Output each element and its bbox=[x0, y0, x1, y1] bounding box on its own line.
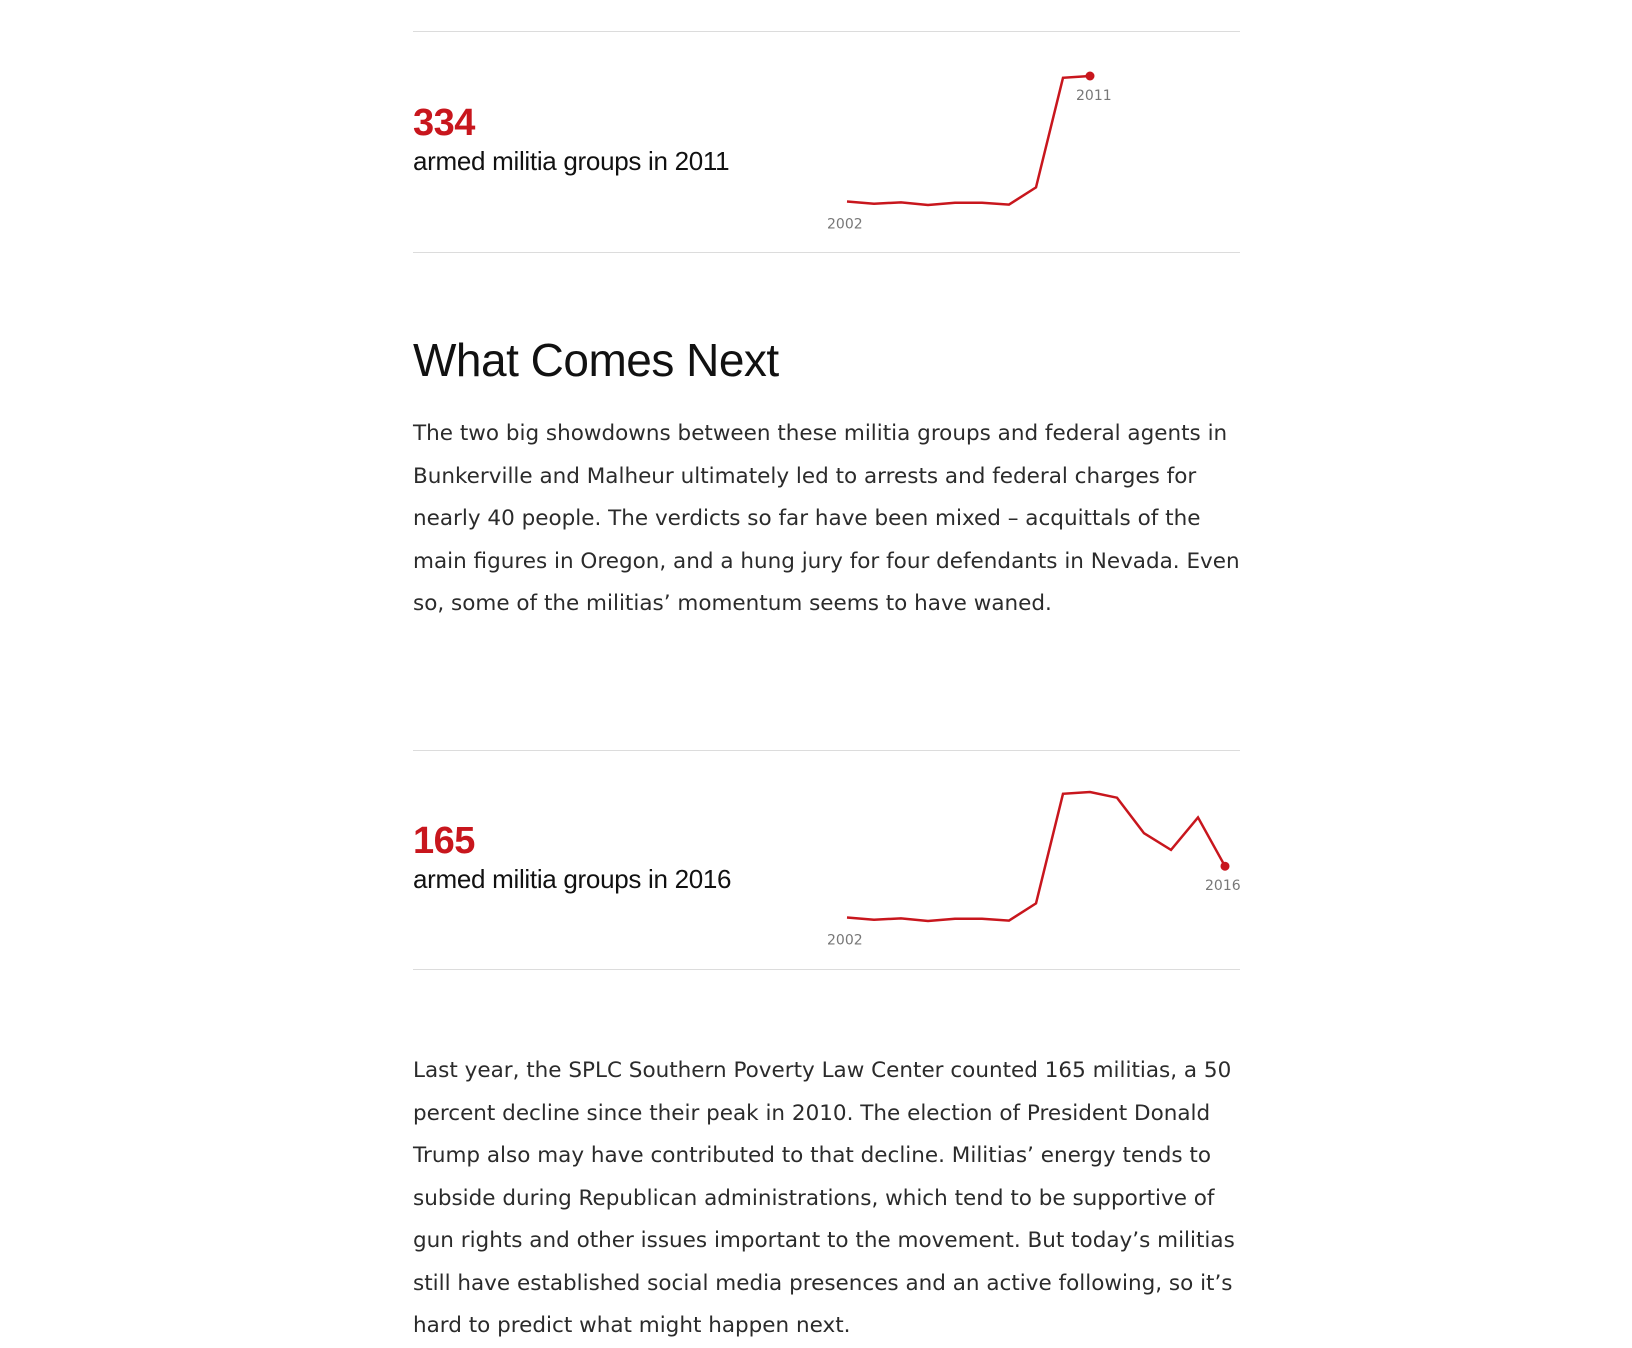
stat-number: 165 bbox=[413, 820, 475, 862]
sparkline-start-label: 2002 bbox=[827, 216, 863, 232]
sparkline-end-label: 2011 bbox=[1076, 88, 1112, 104]
stat-number: 334 bbox=[413, 102, 475, 144]
sparkline-line bbox=[846, 74, 1091, 207]
sparkline-line bbox=[846, 790, 1227, 923]
sparkline-start-label: 2002 bbox=[827, 932, 863, 948]
divider bbox=[413, 750, 1240, 751]
section-heading: What Comes Next bbox=[413, 334, 779, 386]
divider bbox=[413, 252, 1240, 253]
stat-caption: armed militia groups in 2016 bbox=[413, 864, 732, 894]
sparkline-endpoint bbox=[1085, 71, 1095, 81]
body-paragraph: The two big showdowns between these mili… bbox=[413, 421, 1240, 616]
sparkline-chart: 2002 2011 bbox=[827, 71, 1112, 232]
divider bbox=[413, 969, 1240, 970]
sparkline-end-label: 2016 bbox=[1205, 878, 1241, 894]
divider bbox=[413, 31, 1240, 32]
stat-caption: armed militia groups in 2011 bbox=[413, 146, 730, 176]
sparkline-chart: 2002 2016 bbox=[827, 790, 1241, 948]
sparkline-endpoint bbox=[1220, 861, 1230, 871]
body-paragraph: Last year, the SPLC Southern Poverty Law… bbox=[413, 1058, 1235, 1338]
